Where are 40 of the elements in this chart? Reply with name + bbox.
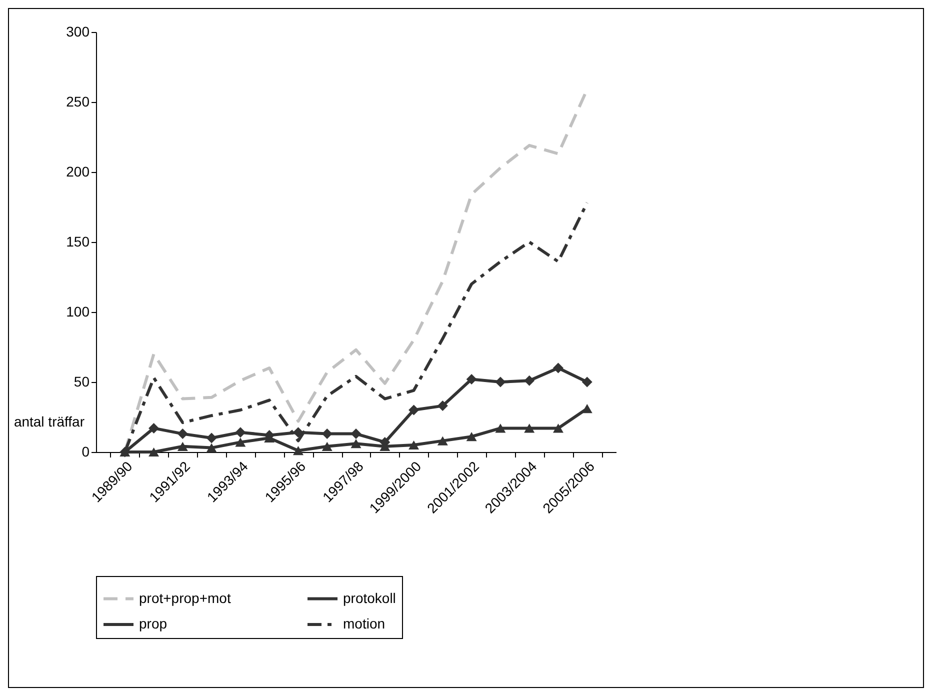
y-axis-title: antal träffar	[14, 414, 85, 430]
point	[148, 447, 160, 457]
legend-label: prot+prop+mot	[139, 590, 231, 606]
point	[235, 438, 246, 447]
point	[495, 424, 506, 433]
point	[350, 439, 362, 448]
point	[437, 400, 448, 412]
point	[292, 427, 304, 438]
point	[206, 432, 217, 444]
point	[524, 424, 535, 433]
point	[292, 446, 304, 456]
point	[495, 376, 506, 388]
point	[177, 428, 188, 440]
point	[552, 362, 564, 374]
point	[524, 375, 535, 386]
y-tick-label: 150	[66, 234, 90, 250]
y-tick-label: 250	[66, 94, 90, 110]
point	[408, 404, 420, 416]
legend-label: prop	[139, 616, 168, 632]
y-tick-label: 200	[66, 164, 90, 180]
y-tick-label: 300	[66, 24, 90, 40]
legend-label: protokoll	[343, 590, 396, 606]
point	[350, 428, 362, 440]
y-tick-label: 100	[66, 304, 90, 320]
legend-label: motion	[343, 616, 386, 632]
point	[437, 436, 448, 446]
point	[466, 374, 477, 384]
point	[322, 428, 332, 440]
y-tick-label: 50	[74, 374, 90, 390]
point	[552, 424, 564, 433]
point	[408, 440, 420, 450]
point	[148, 422, 160, 434]
point	[322, 442, 332, 451]
point	[206, 443, 217, 452]
point	[466, 432, 477, 442]
point	[582, 404, 592, 414]
point	[582, 376, 592, 388]
point	[235, 427, 246, 438]
y-tick-label: 0	[82, 444, 90, 460]
point	[177, 442, 188, 451]
